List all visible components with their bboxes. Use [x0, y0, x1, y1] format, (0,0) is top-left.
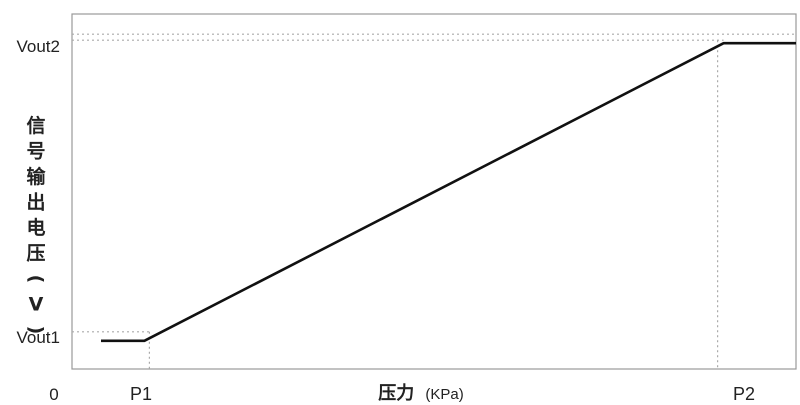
y-axis-label-char: 号: [26, 141, 45, 163]
y-axis-label-char: 出: [26, 191, 45, 214]
series-line-output-voltage: [101, 41, 796, 343]
y-tick-label-vout1: Vout1: [17, 328, 61, 347]
x-axis-label-main: 压力: [378, 383, 414, 404]
y-axis-label-char: 压: [26, 243, 45, 265]
y-axis-label-char: (: [25, 275, 47, 284]
x-tick-label-p1: P1: [130, 384, 152, 404]
y-axis-label-char: 输: [26, 165, 46, 188]
x-axis-label: 压力 (KPa): [378, 383, 463, 404]
plot-frame: [71, 13, 797, 370]
y-axis-label-char: V: [29, 294, 44, 316]
x-tick-label-p2: P2: [733, 384, 755, 404]
x-tick-label-origin: 0: [49, 385, 58, 404]
guide-lines: [72, 33, 796, 369]
y-tick-label-vout2: Vout2: [17, 37, 61, 56]
y-axis-label-char: 电: [26, 216, 45, 239]
y-axis-label-char: ): [25, 326, 47, 335]
x-axis-label-unit: (KPa): [425, 386, 463, 403]
y-axis-label-char: 信: [26, 114, 45, 137]
